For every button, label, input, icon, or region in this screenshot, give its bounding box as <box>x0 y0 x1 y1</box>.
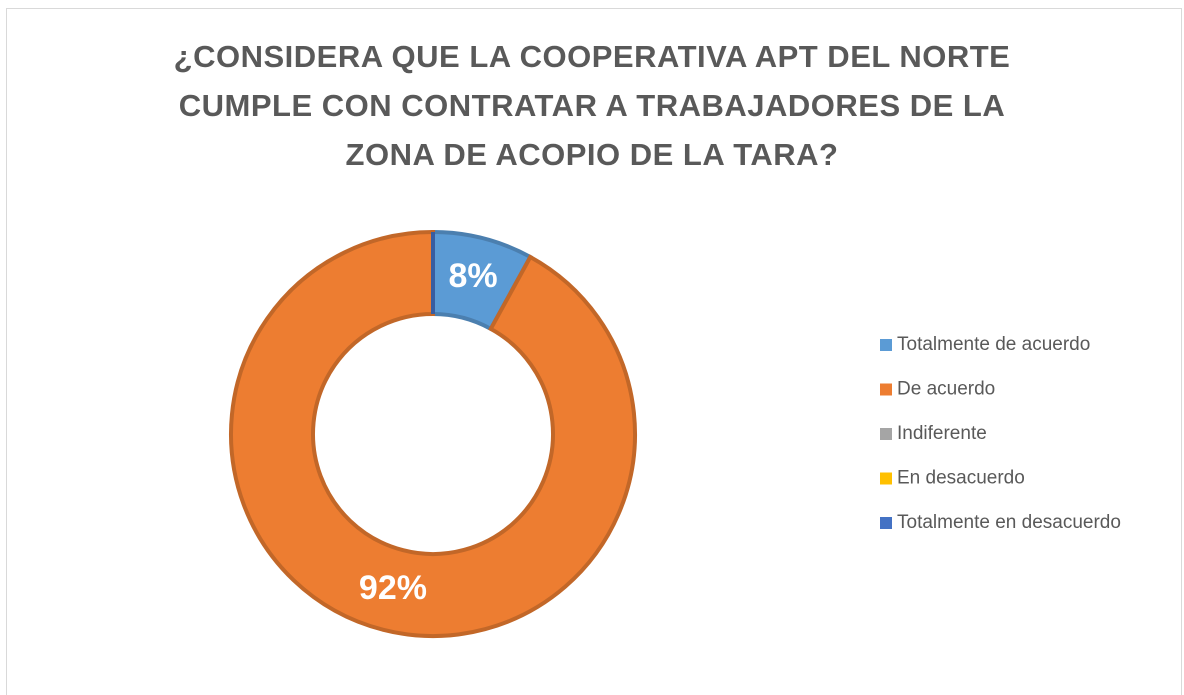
chart-frame <box>6 8 1182 695</box>
legend-swatch <box>880 383 892 396</box>
legend-label: De acuerdo <box>897 379 995 400</box>
legend-swatch <box>880 339 892 351</box>
legend-label: Indiferente <box>897 423 987 444</box>
legend-swatch <box>880 428 892 440</box>
legend-label: En desacuerdo <box>897 468 1025 489</box>
data-label: 8% <box>448 257 497 295</box>
donut-segment <box>229 229 637 638</box>
legend-label: Totalmente de acuerdo <box>897 334 1090 355</box>
chart-title: ¿CONSIDERA QUE LA COOPERATIVA APT DEL NO… <box>173 39 1011 172</box>
legend-label: Totalmente en desacuerdo <box>897 512 1121 533</box>
legend-swatch <box>880 517 892 529</box>
data-label: 92% <box>359 569 427 607</box>
legend-swatch <box>880 472 892 485</box>
